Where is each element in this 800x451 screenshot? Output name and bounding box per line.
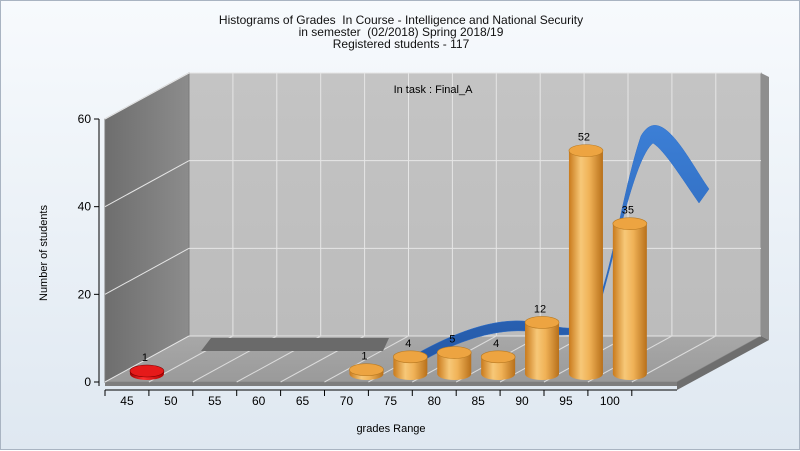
x-tick-label: 80 <box>428 394 442 408</box>
gridline-left-wall <box>104 160 190 208</box>
bar <box>524 316 560 380</box>
bar-value-label: 4 <box>405 338 411 350</box>
bar-value-label: 52 <box>578 132 590 144</box>
floor-front-edge <box>105 382 677 386</box>
x-tick-label: 45 <box>120 394 134 408</box>
bar <box>393 350 428 380</box>
bar-value-label: 12 <box>534 303 546 315</box>
bar <box>480 350 516 380</box>
y-axis: 0 20 40 60 <box>78 112 100 389</box>
right-wall-edge <box>761 73 769 340</box>
x-axis: 45 50 55 60 65 70 75 80 85 90 95 100 <box>104 389 677 408</box>
gridline-left-wall <box>104 72 190 120</box>
bar-body <box>568 150 603 380</box>
bar-top <box>612 217 648 230</box>
bar-value-label: 4 <box>493 338 499 350</box>
bar-body <box>612 223 647 380</box>
bar-value-label: 5 <box>449 334 455 346</box>
bar-top <box>568 144 604 157</box>
bar-top <box>480 350 516 364</box>
bar-body <box>393 356 428 380</box>
bar-value-label: 35 <box>622 205 634 217</box>
bar <box>568 144 604 380</box>
chart-subtitle-semester: in semester (02/2018) Spring 2018/19 <box>298 25 504 39</box>
x-tick-label: 50 <box>164 394 178 408</box>
gridlines <box>104 72 761 383</box>
back-wall <box>188 72 762 337</box>
bar-value-label: 1 <box>142 352 148 364</box>
bar-body <box>525 322 560 380</box>
y-tick-label: 60 <box>78 112 92 126</box>
bar <box>436 346 472 380</box>
bar-top <box>129 364 165 378</box>
x-tick-label: 65 <box>296 394 310 408</box>
x-axis-title: grades Range <box>356 423 425 435</box>
y-tick-label: 20 <box>78 287 92 301</box>
x-tick-label: 60 <box>252 394 266 408</box>
highlight-bar <box>129 364 165 380</box>
floor-gridline <box>324 335 409 383</box>
x-tick-label: 70 <box>340 394 354 408</box>
bar-top <box>349 363 384 377</box>
x-tick-label: 85 <box>471 394 485 408</box>
x-tick-label: 75 <box>384 394 398 408</box>
gridline-left-wall <box>104 247 190 295</box>
chart-3d-box <box>104 72 769 390</box>
gridline-left-wall <box>104 335 190 383</box>
x-tick-label: 55 <box>208 394 222 408</box>
floor <box>104 335 762 383</box>
bar-series: 1 1 4 5 4 12 52 35 <box>129 132 648 380</box>
y-tick-label: 40 <box>78 200 92 214</box>
bar-top <box>524 316 560 329</box>
task-annotation: In task : Final_A <box>394 84 474 96</box>
x-tick-label: 100 <box>600 394 620 408</box>
bar-body <box>481 356 516 380</box>
floor-shadow-band <box>201 338 389 351</box>
bar-value-label: 1 <box>361 351 367 363</box>
bar-top <box>436 346 472 359</box>
left-wall <box>104 72 190 383</box>
y-tick-label: 0 <box>84 375 91 389</box>
bar <box>349 363 384 380</box>
chart-subtitle-registered: Registered students - 117 <box>332 37 470 51</box>
floor-right-edge <box>677 336 769 390</box>
y-axis-title: Number of students <box>38 205 50 301</box>
x-tick-label: 90 <box>515 394 529 408</box>
x-tick-label: 95 <box>559 394 573 408</box>
chart-title: Histograms of Grades In Course - Intelli… <box>218 13 584 27</box>
bar <box>612 217 648 380</box>
bar-body <box>437 352 472 380</box>
bar-top <box>393 350 428 364</box>
